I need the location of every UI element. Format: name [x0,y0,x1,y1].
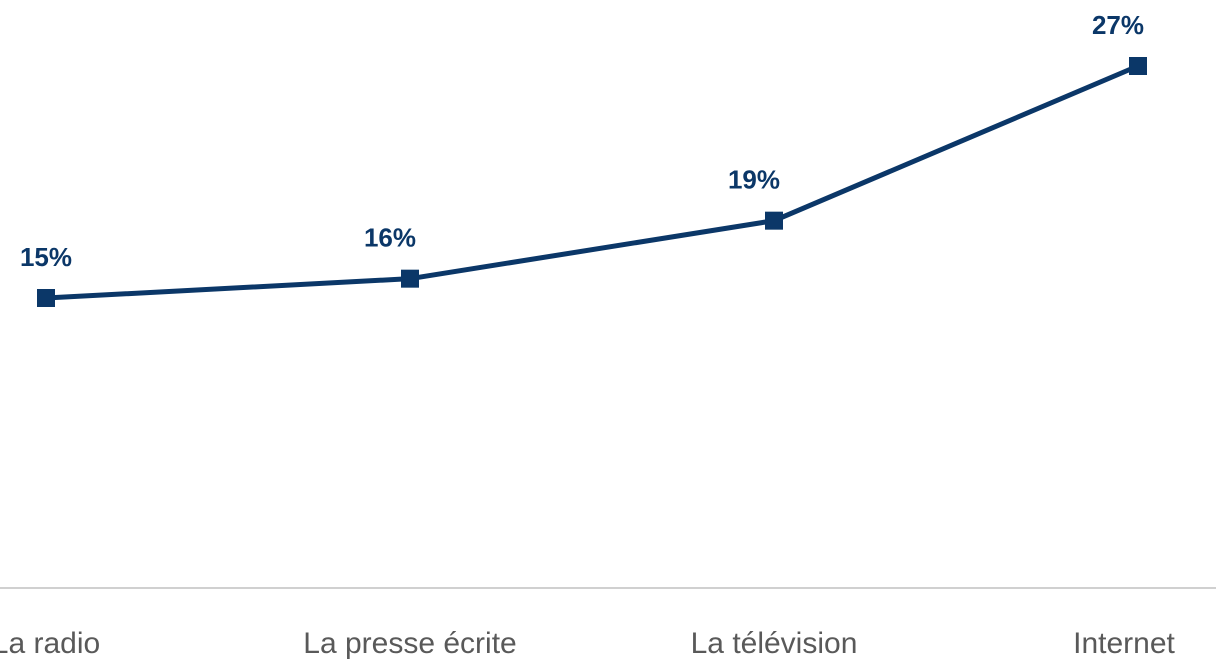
x-tick-label: La télévision [691,627,858,660]
data-label: 19% [728,165,780,195]
marker [37,289,55,307]
x-tick-label: Internet [1073,627,1175,660]
data-label: 15% [20,242,72,272]
marker [765,211,783,230]
data-label: 16% [364,223,416,253]
x-tick-label: La radio [0,627,100,660]
marker [1129,57,1147,75]
x-tick-label: La presse écrite [303,627,516,660]
data-label: 27% [1092,10,1144,40]
data-line [45,63,1139,301]
marker [401,269,419,288]
